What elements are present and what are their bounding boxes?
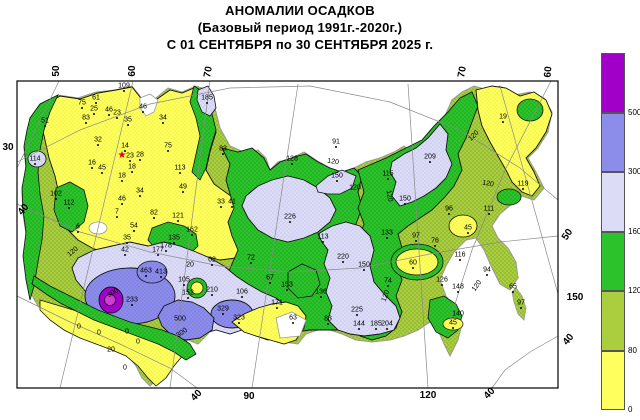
- region-green-anadyr-spot: [496, 188, 522, 206]
- region-green-chukotka-spot: [516, 98, 544, 122]
- legend-tick-label: 160: [628, 226, 640, 236]
- legend-band: [601, 291, 625, 351]
- title-line-1: АНОМАЛИИ ОСАДКОВ: [225, 3, 375, 18]
- region-green-patch-102: [53, 181, 89, 233]
- spot-yellow-primorye: [442, 317, 464, 331]
- mongolia-cutout: [275, 311, 307, 339]
- spot-yellow-60: [395, 248, 439, 276]
- region-lavender-northeast: [389, 123, 453, 207]
- region-lavender-coast-ext: [315, 169, 357, 195]
- graticule: [16, 80, 559, 389]
- region-lavender-114: [27, 150, 47, 168]
- map-title: АНОМАЛИИ ОСАДКОВ (Базовый период 1991г.-…: [85, 2, 515, 53]
- legend-tick-label: 80: [628, 345, 637, 355]
- region-green-patch-center: [287, 263, 321, 299]
- region-lavender-north-center: [241, 175, 337, 243]
- legend-band: [601, 350, 625, 410]
- region-lavender-center-south: [317, 221, 401, 337]
- region-blue-463: [136, 260, 168, 284]
- spot-yellow-45: [448, 214, 478, 238]
- region-green-south-band: [31, 275, 197, 361]
- legend-tick-label: 120: [628, 286, 640, 295]
- legend-tick-label: 500: [628, 107, 640, 117]
- spot-yellow-small: [190, 281, 204, 295]
- title-line-2: (Базовый период 1991г.-2020г.): [197, 20, 403, 35]
- legend-tick-label: 300: [628, 167, 640, 176]
- region-magenta-core: [104, 294, 116, 306]
- region-blue-500: [157, 299, 215, 341]
- legend-band: [601, 231, 625, 291]
- region-green-nw-rim: [21, 94, 59, 301]
- sakhalin-island: [511, 287, 527, 321]
- legend-band: [601, 172, 625, 232]
- map-frame: [16, 80, 559, 389]
- legend-tick-label: 0: [628, 405, 633, 414]
- legend-band: [601, 112, 625, 172]
- title-line-3: С 01 СЕНТЯБРЯ по 30 СЕНТЯБРЯ 2025 г.: [166, 37, 434, 52]
- legend-band: [601, 53, 625, 113]
